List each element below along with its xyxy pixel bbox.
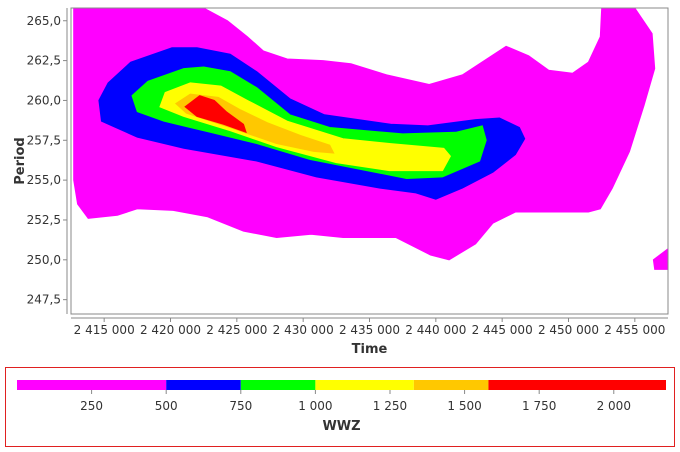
x-tick-label: 2 420 000	[140, 323, 201, 337]
legend-band	[240, 380, 316, 390]
legend-tick-label: 1 250	[373, 399, 407, 413]
y-axis: 247,5 250,0 252,5 255,0 257,5 260,0 262,5 265,0	[27, 8, 68, 314]
y-tick-label: 260,0	[27, 93, 61, 107]
legend-tick-label: 2 000	[597, 399, 631, 413]
legend-band	[315, 380, 414, 390]
legend-tick-label: 1 500	[447, 399, 481, 413]
legend-band	[17, 380, 167, 390]
y-tick-label: 247,5	[27, 293, 61, 307]
legend-band	[488, 380, 666, 390]
legend-title: WWZ	[322, 419, 360, 434]
plot-area-frame	[70, 7, 669, 315]
x-tick-label: 2 445 000	[472, 323, 533, 337]
x-tick-label: 2 435 000	[339, 323, 400, 337]
y-tick-label: 262,5	[27, 54, 61, 68]
y-tick-label: 255,0	[27, 173, 61, 187]
legend-ticks: 250 500 750 1 000 1 250 1 500 1 750 2 000	[80, 390, 631, 413]
x-tick-label: 2 415 000	[74, 323, 135, 337]
y-tick-label: 250,0	[27, 253, 61, 267]
x-axis: 2 415 000 2 420 000 2 425 000 2 430 000 2 43…	[71, 317, 668, 337]
legend-tick-label: 500	[155, 399, 178, 413]
x-tick-label: 2 430 000	[273, 323, 334, 337]
y-tick-label: 265,0	[27, 14, 61, 28]
x-tick-label: 2 440 000	[405, 323, 466, 337]
legend-band	[166, 380, 241, 390]
legend-tick-label: 1 750	[522, 399, 556, 413]
x-tick-label: 2 455 000	[604, 323, 665, 337]
y-tick-label: 257,5	[27, 133, 61, 147]
x-axis-title: Time	[352, 342, 388, 357]
legend-color-bar	[17, 380, 666, 390]
y-axis-title: Period	[13, 137, 28, 184]
legend-tick-label: 250	[80, 399, 103, 413]
legend-band	[413, 380, 489, 390]
contour-magenta-corner	[652, 248, 668, 270]
contour-red	[184, 95, 247, 134]
x-tick-label: 2 450 000	[538, 323, 599, 337]
y-tick-label: 252,5	[27, 213, 61, 227]
legend-tick-label: 1 000	[298, 399, 332, 413]
legend: 250 500 750 1 000 1 250 1 500 1 750 2 000 WWZ	[5, 367, 675, 447]
contour-layer	[73, 8, 668, 270]
x-tick-label: 2 425 000	[206, 323, 267, 337]
legend-tick-label: 750	[229, 399, 252, 413]
